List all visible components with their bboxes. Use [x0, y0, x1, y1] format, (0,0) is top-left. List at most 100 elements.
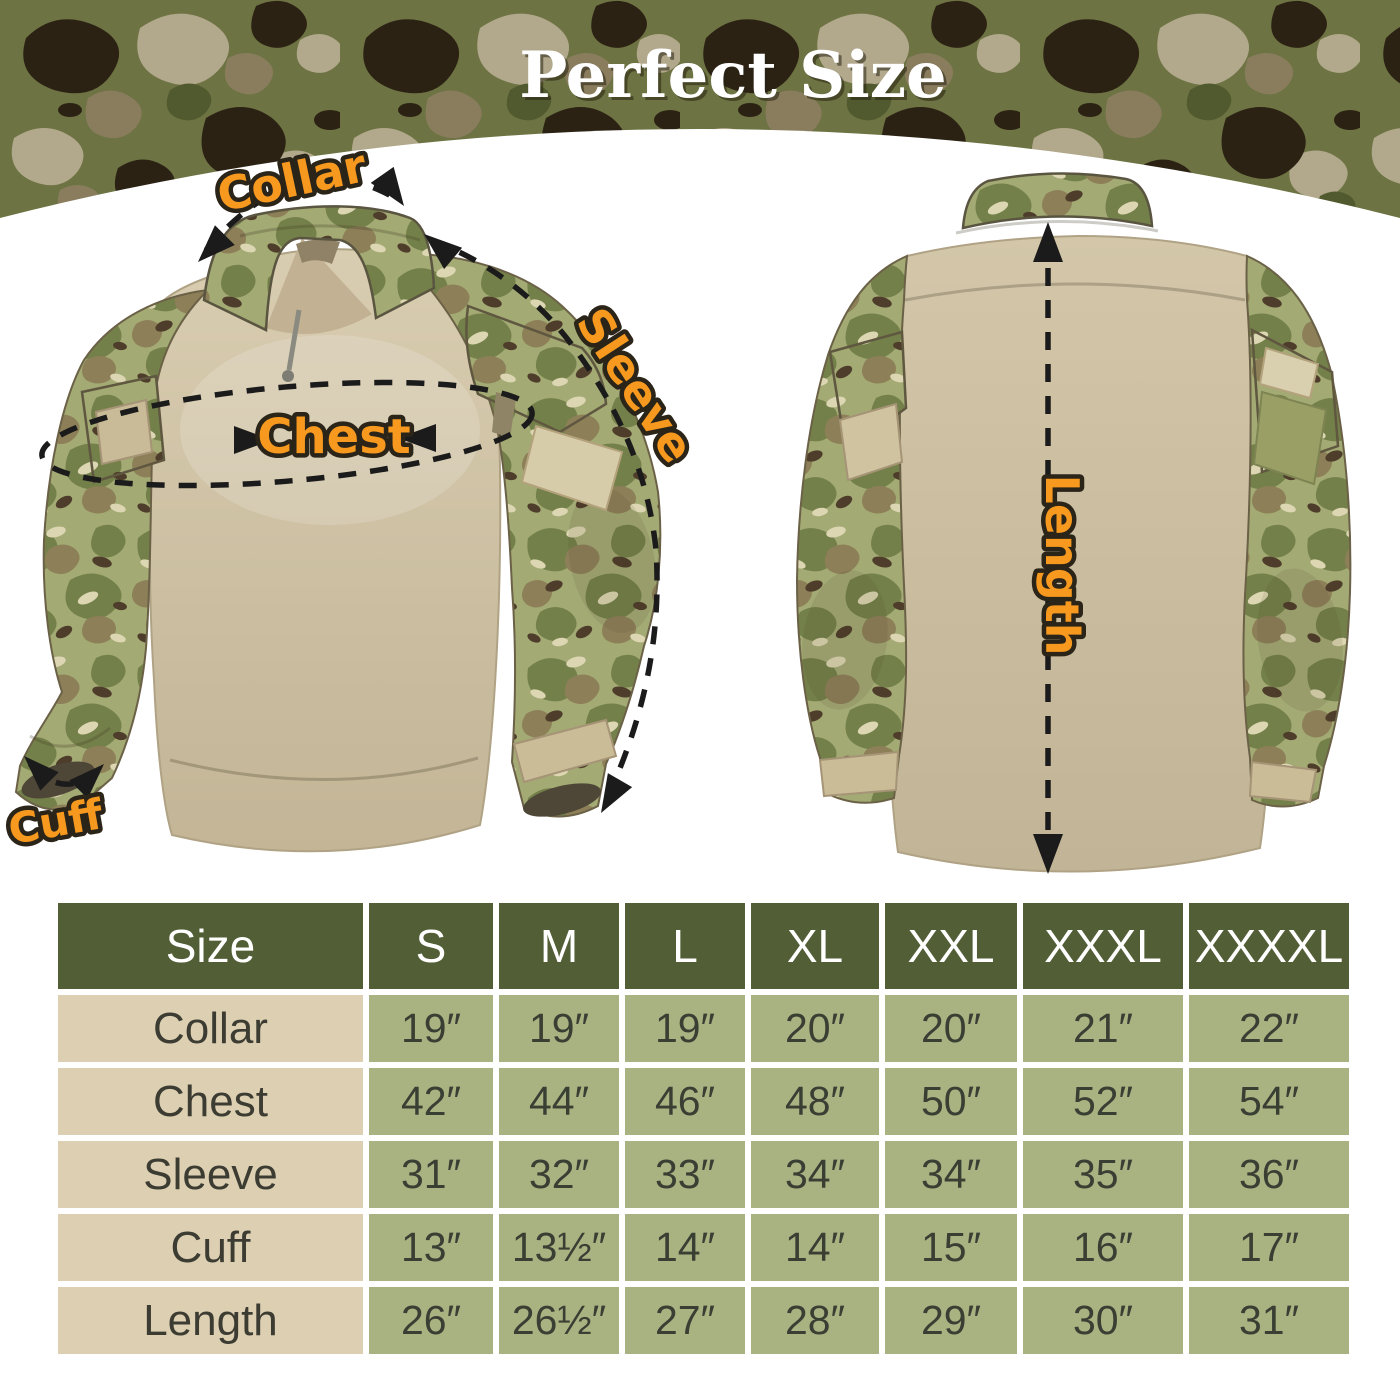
- length-value-xxl: 29″: [885, 1287, 1017, 1354]
- chest-label: Chest: [257, 409, 410, 465]
- front-left-arm-velcro: [94, 398, 154, 466]
- cuff-value-xxxl: 16″: [1023, 1214, 1183, 1281]
- length-value-xl: 28″: [751, 1287, 879, 1354]
- front-chest-highlight: [180, 335, 480, 525]
- collar-value-m: 19″: [499, 995, 619, 1062]
- chest-value-xxxxl: 54″: [1189, 1068, 1349, 1135]
- collar-arrow-line: [203, 176, 400, 252]
- cuff-arrowhead-left-icon: [24, 756, 59, 791]
- cuff-value-xxl: 15″: [885, 1214, 1017, 1281]
- front-right-arm-velcro: [520, 424, 624, 512]
- length-value-xxxxl: 31″: [1189, 1287, 1349, 1354]
- back-left-elbow-shade: [802, 570, 888, 710]
- front-neck-shadow: [296, 239, 340, 264]
- table-row-length: Length 26″ 26½″ 27″ 28″ 29″ 30″ 31″: [58, 1287, 1349, 1354]
- back-right-cuff: [1248, 760, 1318, 804]
- table-header-row: Size S M L XL XXL XXXL XXXXL: [58, 903, 1349, 989]
- chest-value-s: 42″: [369, 1068, 493, 1135]
- back-collar: [961, 172, 1154, 230]
- sleeve-arrow-line: [429, 237, 660, 802]
- chest-value-xxl: 50″: [885, 1068, 1017, 1135]
- length-value-xxxl: 30″: [1023, 1287, 1183, 1354]
- sleeve-value-xxl: 34″: [885, 1141, 1017, 1208]
- collar-value-xxl: 20″: [885, 995, 1017, 1062]
- table-row-chest: Chest 42″ 44″ 46″ 48″ 50″ 52″ 54″: [58, 1068, 1349, 1135]
- zipper-pull: [282, 370, 294, 382]
- collar-value-xxxl: 21″: [1023, 995, 1183, 1062]
- collar-arrowhead-left-icon: [198, 225, 235, 262]
- back-left-cuff: [818, 750, 900, 798]
- sleeve-value-xxxl: 35″: [1023, 1141, 1183, 1208]
- sleeve-arrowhead-bottom-icon: [601, 773, 633, 813]
- col-header-xxl: XXL: [885, 903, 1017, 989]
- sleeve-arrowhead-top-icon: [424, 234, 463, 270]
- length-value-s: 26″: [369, 1287, 493, 1354]
- front-torso: [148, 248, 502, 853]
- sleeve-value-xxxxl: 36″: [1189, 1141, 1349, 1208]
- collar-arrowhead-right-icon: [370, 166, 404, 206]
- chest-value-xxxl: 52″: [1023, 1068, 1183, 1135]
- length-value-m: 26½″: [499, 1287, 619, 1354]
- cuff-label: Cuff: [5, 789, 108, 854]
- front-neck-opening: [266, 238, 372, 335]
- sleeve-value-s: 31″: [369, 1141, 493, 1208]
- cuff-arrowhead-right-icon: [69, 764, 104, 799]
- zipper: [286, 309, 302, 371]
- row-label-chest: Chest: [58, 1068, 363, 1135]
- cuff-value-xxxxl: 17″: [1189, 1214, 1349, 1281]
- cuff-value-m: 13½″: [499, 1214, 619, 1281]
- sleeve-value-xl: 34″: [751, 1141, 879, 1208]
- collar-value-s: 19″: [369, 995, 493, 1062]
- front-hem-seam: [169, 756, 479, 781]
- cuff-value-l: 14″: [625, 1214, 745, 1281]
- front-right-elbow-shade: [568, 487, 656, 633]
- col-header-s: S: [369, 903, 493, 989]
- back-collar-seam: [955, 219, 1159, 235]
- table-row-sleeve: Sleeve 31″ 32″ 33″ 34″ 34″ 35″ 36″: [58, 1141, 1349, 1208]
- length-arrowhead-bottom-icon: [1033, 834, 1063, 874]
- col-header-xxxxl: XXXXL: [1189, 903, 1349, 989]
- length-arrowhead-top-icon: [1033, 222, 1063, 262]
- cuff-value-s: 13″: [369, 1214, 493, 1281]
- chest-arrowhead-right-icon: [398, 424, 436, 452]
- col-header-size: Size: [58, 903, 363, 989]
- row-label-sleeve: Sleeve: [58, 1141, 363, 1208]
- col-header-l: L: [625, 903, 745, 989]
- sleeve-value-m: 32″: [499, 1141, 619, 1208]
- chest-arrowhead-left-icon: [234, 426, 272, 454]
- front-right-cuff-strap: [512, 718, 618, 784]
- col-header-m: M: [499, 903, 619, 989]
- length-label: Length: [1035, 475, 1089, 656]
- front-right-cuff-opening: [523, 783, 601, 817]
- row-label-cuff: Cuff: [58, 1214, 363, 1281]
- back-yoke-seam: [904, 282, 1246, 302]
- col-header-xl: XL: [751, 903, 879, 989]
- back-right-velcro-cream: [1258, 346, 1320, 400]
- size-chart-table: Size S M L XL XXL XXXL XXXXL Collar 19″ …: [52, 897, 1355, 1360]
- shirt-front-view: [14, 205, 662, 853]
- back-left-velcro: [838, 402, 904, 482]
- front-right-pocket-strap: [492, 392, 516, 438]
- page-title-shadow: Perfect Size: [522, 41, 950, 116]
- row-label-length: Length: [58, 1287, 363, 1354]
- length-value-l: 27″: [625, 1287, 745, 1354]
- chest-arrow-ellipse: [39, 379, 535, 489]
- collar-value-xl: 20″: [751, 995, 879, 1062]
- chest-value-l: 46″: [625, 1068, 745, 1135]
- front-collar: [202, 205, 436, 332]
- sleeve-value-l: 33″: [625, 1141, 745, 1208]
- collar-value-xxxxl: 22″: [1189, 995, 1349, 1062]
- shirt-diagrams: Collar Sleeve Chest Cuff Length: [0, 134, 1352, 874]
- table-row-collar: Collar 19″ 19″ 19″ 20″ 20″ 21″ 22″: [58, 995, 1349, 1062]
- front-left-cuff-seam: [29, 726, 111, 748]
- page-title: Perfect Size: [519, 38, 947, 113]
- collar-fold-seam: [239, 224, 421, 242]
- shirt-back-view: [795, 172, 1352, 873]
- back-right-velcro-olive: [1252, 390, 1328, 486]
- col-header-xxxl: XXXL: [1023, 903, 1183, 989]
- row-label-collar: Collar: [58, 995, 363, 1062]
- table-row-cuff: Cuff 13″ 13½″ 14″ 14″ 15″ 16″ 17″: [58, 1214, 1349, 1281]
- collar-value-l: 19″: [625, 995, 745, 1062]
- chest-value-m: 44″: [499, 1068, 619, 1135]
